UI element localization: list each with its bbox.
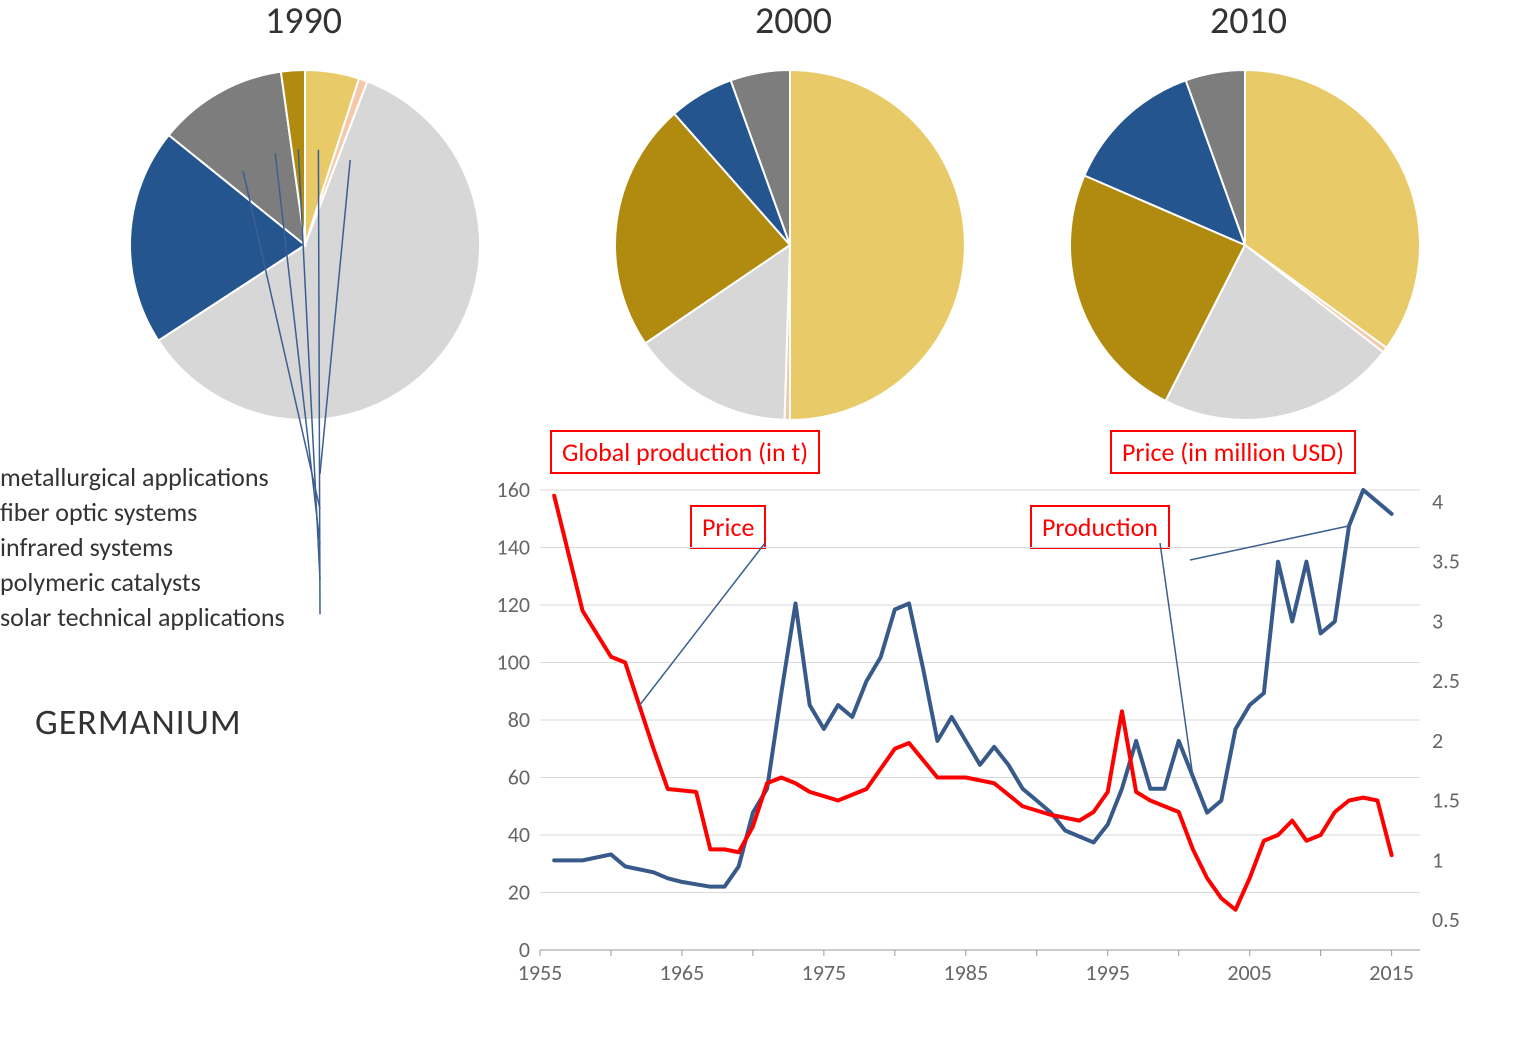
xtick: 2005 (1227, 959, 1272, 986)
legend-fiber-optic: fiber optic systems (0, 495, 285, 530)
line-chart-svg: 0204060801001201401600.511.522.533.54195… (470, 430, 1490, 1000)
element-name: GERMANIUM (35, 700, 242, 744)
pie-slice-solar (790, 70, 965, 420)
legend-solar: solar technical applications (0, 600, 285, 635)
xtick: 1955 (518, 959, 563, 986)
line-chart: Global production (in t) Price (in milli… (470, 430, 1490, 1000)
pie-legend: metallurgical applications fiber optic s… (0, 460, 285, 635)
ytick-right: 3.5 (1432, 548, 1460, 575)
ytick-left: 60 (508, 764, 530, 791)
ytick-right: 2.5 (1432, 667, 1460, 694)
xtick: 2015 (1369, 959, 1414, 986)
legend-infrared: infrared systems (0, 530, 285, 565)
ytick-right: 2 (1432, 727, 1443, 754)
xtick: 1965 (660, 959, 705, 986)
germanium-figure: 1990 2000 2010 metallurgical application… (0, 0, 1523, 1040)
ytick-left: 100 (497, 649, 530, 676)
xtick: 1975 (802, 959, 847, 986)
ytick-left: 160 (497, 476, 530, 503)
ytick-left: 120 (497, 591, 530, 618)
legend-polymeric: polymeric catalysts (0, 565, 285, 600)
ytick-right: 1.5 (1432, 787, 1460, 814)
ytick-left: 80 (508, 706, 530, 733)
ytick-left: 40 (508, 821, 530, 848)
ytick-right: 4 (1432, 488, 1443, 515)
series-price (554, 496, 1391, 910)
ytick-right: 0.5 (1432, 906, 1460, 933)
series-production (554, 490, 1391, 887)
ytick-right: 1 (1432, 846, 1443, 873)
ytick-left: 20 (508, 879, 530, 906)
xtick: 1985 (944, 959, 989, 986)
xtick: 1995 (1085, 959, 1130, 986)
legend-metallurgical: metallurgical applications (0, 460, 285, 495)
ytick-right: 3 (1432, 607, 1443, 634)
ytick-left: 140 (497, 534, 530, 561)
